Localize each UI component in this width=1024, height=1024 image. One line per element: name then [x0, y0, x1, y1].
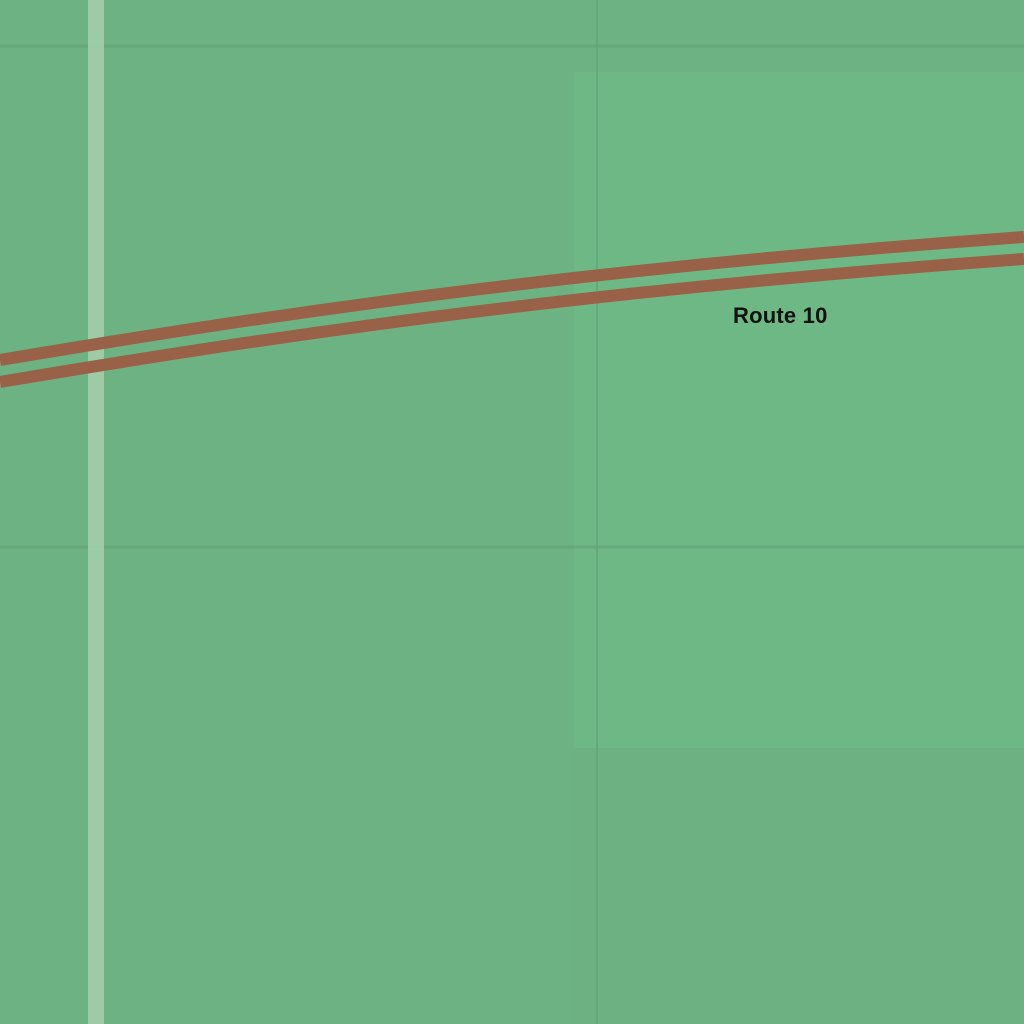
route-10-line-top[interactable] — [0, 231, 1024, 366]
land-area-lower-right — [574, 748, 1024, 1024]
route-10-line-bottom[interactable] — [0, 253, 1024, 388]
road-label: Route 10 — [733, 303, 828, 328]
land-area-light — [574, 72, 1024, 748]
